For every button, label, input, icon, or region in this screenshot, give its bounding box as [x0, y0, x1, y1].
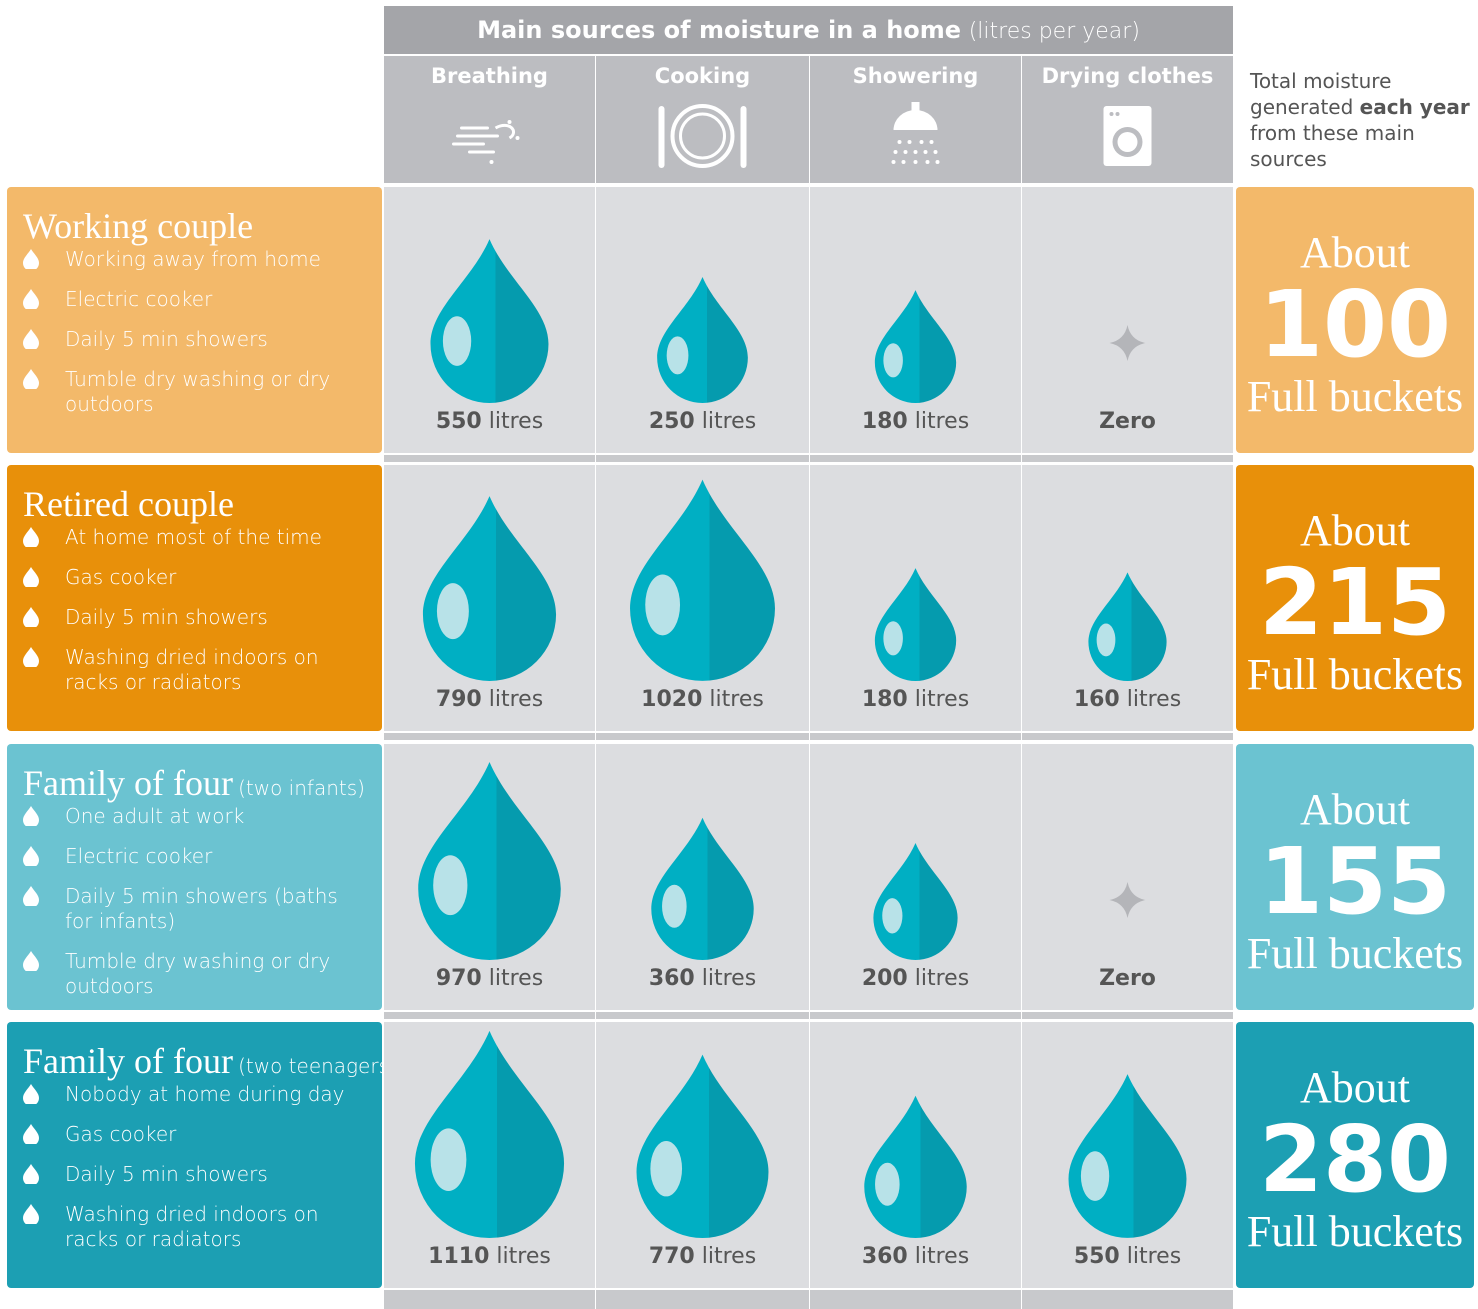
column-icon [1104, 106, 1152, 166]
drop-highlight [882, 898, 902, 933]
column-icon [454, 120, 520, 164]
drop-highlight [645, 574, 680, 635]
drop [1088, 572, 1166, 681]
drop-highlight [883, 343, 903, 377]
drop [651, 818, 753, 960]
drop-body [630, 480, 775, 681]
drop-highlight [433, 855, 467, 915]
drop-highlight [1081, 1151, 1109, 1201]
zero-star [1110, 882, 1146, 918]
drop-body [1088, 572, 1166, 681]
drop-highlight [662, 885, 687, 928]
drop-body [418, 762, 561, 960]
drop-body [415, 1031, 564, 1238]
drop-body [423, 496, 556, 681]
zero-star [1110, 325, 1146, 361]
column-icon [659, 106, 747, 168]
drop [630, 480, 775, 681]
drop-body [875, 568, 956, 681]
drop [864, 1096, 966, 1238]
drop-highlight [443, 316, 471, 366]
drop-highlight [875, 1163, 900, 1206]
drop [657, 277, 748, 403]
drop-body [431, 239, 549, 403]
drop-body [864, 1096, 966, 1238]
drop-highlight [431, 1128, 467, 1191]
drop [415, 1031, 564, 1238]
drop [637, 1055, 769, 1238]
drop-highlight [667, 336, 689, 374]
drop-highlight [650, 1141, 682, 1196]
drop-body [651, 818, 753, 960]
drop-highlight [437, 583, 469, 639]
drop-body [637, 1055, 769, 1238]
drops-layer [0, 0, 1478, 1309]
drop-highlight [883, 621, 903, 655]
drop [875, 568, 956, 681]
drop-body [1069, 1074, 1187, 1238]
drop-body [875, 290, 956, 403]
drop [875, 290, 956, 403]
drop [418, 762, 561, 960]
drop [1069, 1074, 1187, 1238]
page: Main sources of moisture in a home (litr… [0, 0, 1478, 1309]
drop-body [657, 277, 748, 403]
drop-highlight [1097, 624, 1116, 657]
drop-body [873, 843, 957, 960]
drop [423, 496, 556, 681]
column-icon [892, 102, 940, 164]
drop [431, 239, 549, 403]
drop [873, 843, 957, 960]
